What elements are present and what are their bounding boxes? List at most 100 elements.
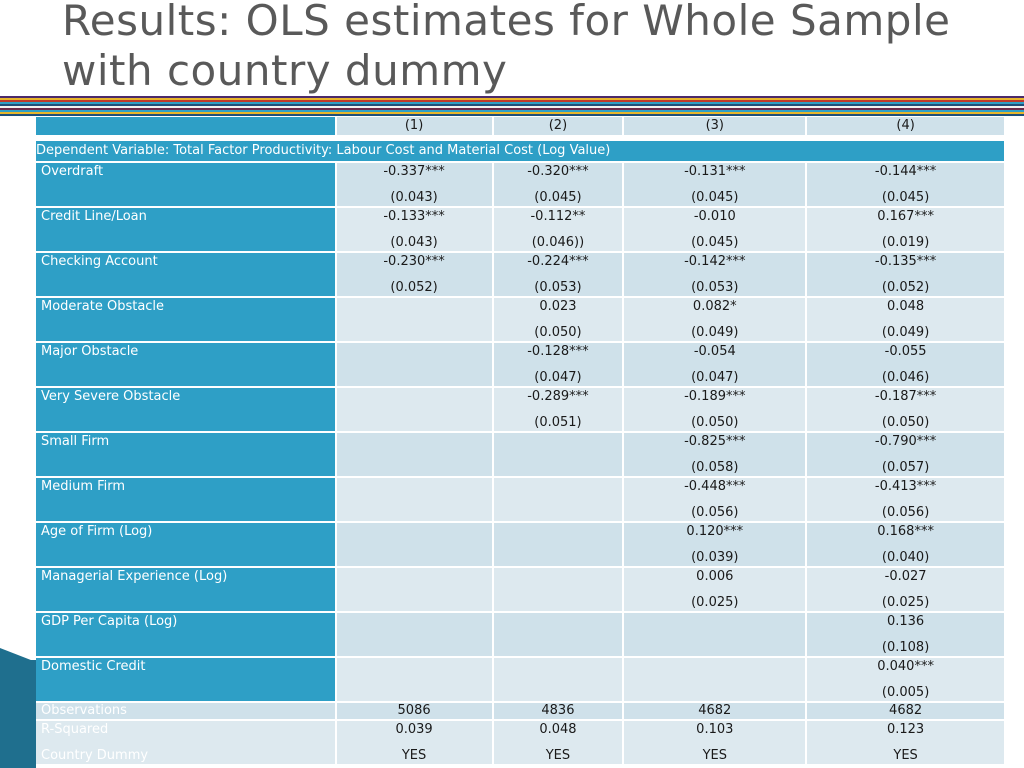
table-cell [336, 433, 494, 478]
standard-error-value: (0.053) [534, 280, 582, 295]
table-cell: -0.142*** (0.053) [624, 253, 808, 298]
table-cell: -0.027 (0.025) [807, 568, 1004, 613]
stripe [0, 114, 1024, 116]
standard-error-value [624, 684, 805, 701]
coefficient-value: -0.142*** [684, 254, 746, 269]
table-cell: -0.224*** (0.053) [493, 253, 625, 298]
table-cell: -0.825*** (0.058) [624, 433, 808, 478]
table-cell [493, 433, 625, 478]
row-label: Checking Account [36, 253, 337, 298]
standard-error-value: (0.050) [881, 415, 930, 430]
stripe [0, 112, 1024, 114]
stripe [0, 102, 1024, 104]
observations-label: Observations [36, 703, 337, 721]
column-header-4: (4) [807, 117, 1004, 137]
coefficient-value [337, 478, 492, 495]
stripe [0, 110, 1024, 112]
table-cell [336, 613, 494, 658]
table-cell: 0.082* (0.049) [624, 298, 808, 343]
standard-error-value [337, 369, 492, 386]
results-table: (1) (2) (3) (4) Dependent Variable: Tota… [36, 117, 1004, 766]
table-cell: 0.120*** (0.039) [624, 523, 808, 568]
rsquared-value: 0.103 [696, 722, 734, 737]
coefficient-value: -0.790*** [874, 434, 937, 449]
row-label: GDP Per Capita (Log) [36, 613, 337, 658]
table-cell [624, 613, 808, 658]
table-cell [336, 478, 494, 523]
table-cell [493, 658, 625, 703]
table-row: Small Firm -0.825*** (0.058) -0.790*** (0.05… [36, 433, 1004, 478]
coefficient-value: -0.010 [693, 209, 736, 224]
table-row: Major Obstacle -0.128*** (0.047) -0.054 (0.0… [36, 343, 1004, 388]
coefficient-value [337, 298, 492, 315]
header-corner [36, 117, 337, 137]
rsquared-country-dummy-labels: R-Squared Country Dummy [36, 721, 337, 766]
coefficient-value [624, 658, 805, 675]
standard-error-value: (0.045) [881, 190, 930, 205]
observations-value: 4836 [493, 703, 625, 721]
table-cell: -0.320*** (0.045) [493, 163, 625, 208]
standard-error-value: (0.058) [691, 460, 739, 475]
coefficient-value: -0.224*** [527, 254, 589, 269]
table-cell: 0.048 YES [493, 721, 625, 766]
coefficient-value: -0.027 [884, 569, 927, 584]
table-cell: -0.055 (0.046) [807, 343, 1004, 388]
country-dummy-value: YES [545, 748, 571, 763]
standard-error-value [337, 324, 492, 341]
dependent-variable-row: Dependent Variable: Total Factor Product… [36, 141, 1004, 163]
table-cell [493, 613, 625, 658]
rsquared-value: 0.123 [886, 722, 925, 737]
standard-error-value: (0.051) [534, 415, 582, 430]
coefficient-value: -0.289*** [527, 389, 589, 404]
country-dummy-value: YES [893, 748, 918, 763]
coefficient-value: -0.230*** [383, 254, 445, 269]
table-cell [336, 388, 494, 433]
table-cell: -0.337*** (0.043) [336, 163, 494, 208]
coefficient-value [337, 568, 492, 585]
coefficient-value: -0.337*** [383, 164, 445, 179]
coefficient-value [494, 658, 623, 675]
row-label: Moderate Obstacle [36, 298, 337, 343]
standard-error-value: (0.050) [691, 415, 739, 430]
table-row: Moderate Obstacle 0.023 (0.050) 0.082* (0.04… [36, 298, 1004, 343]
standard-error-value [337, 684, 492, 701]
standard-error-value: (0.046) [881, 370, 930, 385]
standard-error-value: (0.025) [881, 595, 930, 610]
table-row: Domestic Credit 0.040*** (0.005) [36, 658, 1004, 703]
standard-error-value: (0.108) [881, 640, 930, 655]
standard-error-value [337, 459, 492, 476]
table-cell: -0.230*** (0.052) [336, 253, 494, 298]
standard-error-value: (0.049) [881, 325, 930, 340]
table-cell [493, 523, 625, 568]
coefficient-value: -0.128*** [527, 344, 589, 359]
coefficient-value: 0.023 [539, 299, 577, 314]
table-cell: -0.187*** (0.050) [807, 388, 1004, 433]
country-dummy-value: YES [702, 748, 727, 763]
standard-error-value: (0.052) [881, 280, 930, 295]
coefficient-value [494, 478, 623, 495]
standard-error-value [337, 414, 492, 431]
slide-title-line1: Results: OLS estimates for Whole Sample [62, 0, 951, 45]
corner-decoration [0, 648, 36, 662]
stripe [0, 98, 1024, 100]
standard-error-value: (0.045) [534, 190, 582, 205]
rsquared-label: R-Squared [41, 722, 109, 737]
observations-value: 4682 [624, 703, 808, 721]
standard-error-value: (0.019) [881, 235, 930, 250]
coefficient-value: -0.320*** [527, 164, 589, 179]
country-dummy-value: YES [401, 748, 427, 763]
standard-error-value: (0.045) [691, 190, 739, 205]
stripe [0, 108, 1024, 110]
standard-error-value [624, 639, 805, 656]
stripe [0, 106, 1024, 108]
standard-error-value: (0.025) [691, 595, 739, 610]
coefficient-value [494, 433, 623, 450]
coefficient-value [494, 568, 623, 585]
coefficient-value [337, 343, 492, 360]
table-cell: 0.168*** (0.040) [807, 523, 1004, 568]
coefficient-value: -0.133*** [383, 209, 445, 224]
table-row: Managerial Experience (Log) 0.006 (0.025) -… [36, 568, 1004, 613]
coefficient-value: 0.040*** [877, 659, 934, 674]
standard-error-value [494, 684, 623, 701]
table-cell: -0.289*** (0.051) [493, 388, 625, 433]
